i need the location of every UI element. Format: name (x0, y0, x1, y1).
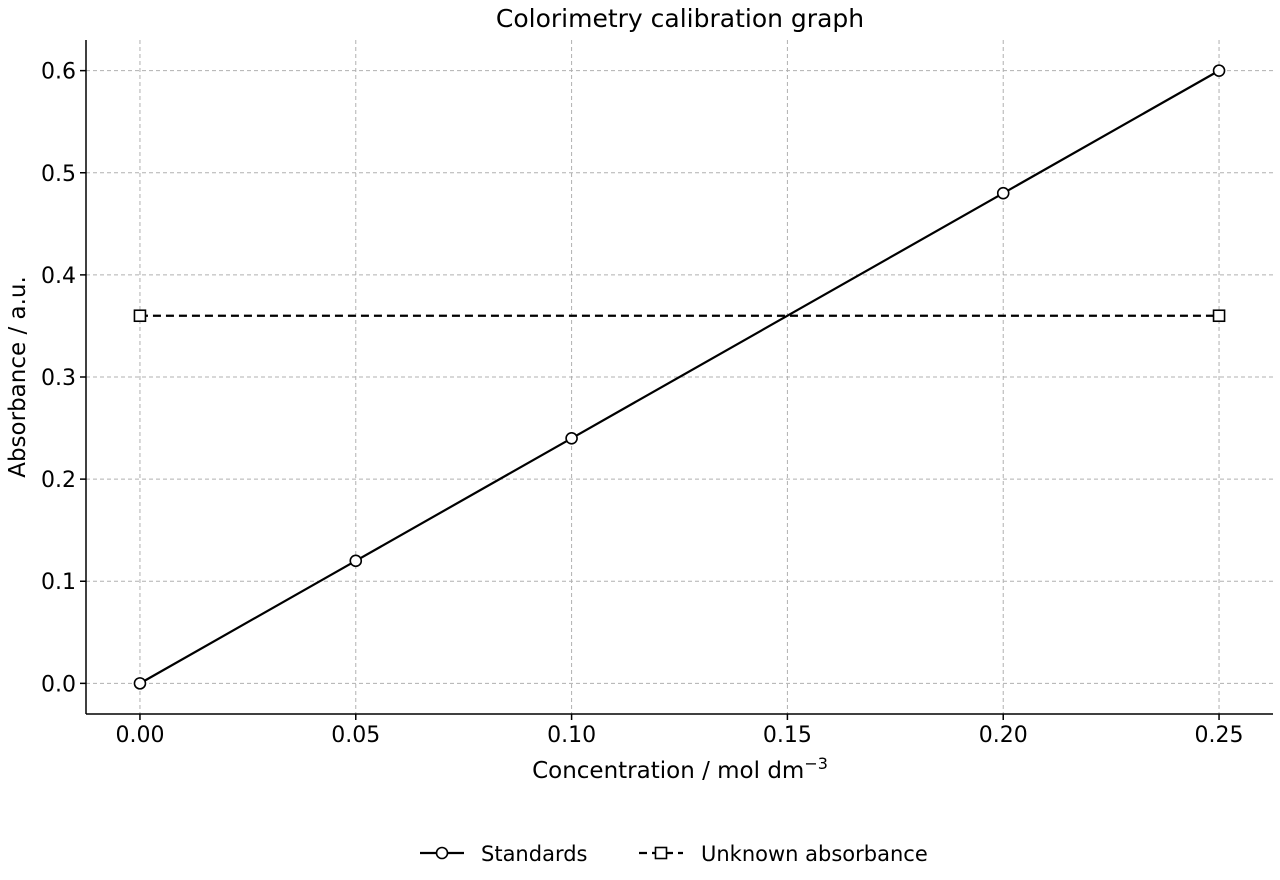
series (133, 64, 1226, 690)
y-tick-label: 0.3 (41, 366, 76, 391)
legend: Standards Unknown absorbance (420, 842, 928, 866)
y-tick-label: 0.2 (41, 468, 76, 493)
series-unknown-absorbance (133, 309, 1226, 323)
data-point (1212, 309, 1226, 323)
y-tick-label: 0.5 (41, 162, 76, 187)
y-tick-label: 0.0 (41, 672, 76, 697)
axes (80, 40, 1273, 720)
chart-title: Colorimetry calibration graph (496, 4, 864, 33)
x-axis-label-text: Concentration / mol dm (532, 758, 804, 784)
tick-labels: 0.00 0.05 0.10 0.15 0.20 0.25 0.0 0.1 0.2 0.3 0.4 0… (41, 60, 1244, 748)
legend-label: Standards (481, 842, 587, 866)
y-tick-label: 0.1 (41, 570, 76, 595)
data-point (133, 677, 147, 690)
x-tick-label: 0.10 (547, 723, 596, 748)
x-tick-label: 0.15 (763, 723, 812, 748)
legend-marker (654, 846, 668, 860)
data-point (1212, 64, 1226, 77)
series-standards (133, 64, 1226, 690)
x-tick-label: 0.05 (331, 723, 380, 748)
legend-marker (435, 846, 449, 860)
data-point (996, 186, 1010, 200)
x-tick-label: 0.25 (1195, 723, 1244, 748)
x-axis-label-superscript: −3 (804, 754, 828, 773)
x-tick-label: 0.00 (115, 723, 164, 748)
legend-label: Unknown absorbance (701, 842, 928, 866)
legend-entry: Standards (420, 842, 587, 866)
data-point (565, 431, 578, 445)
y-tick-label: 0.4 (41, 264, 76, 289)
x-tick-label: 0.20 (979, 723, 1028, 748)
data-point (133, 309, 147, 323)
series-line (139, 69, 1220, 685)
x-axis-label: Concentration / mol dm−3 (532, 754, 828, 784)
legend-entry: Unknown absorbance (639, 842, 928, 866)
grid (86, 40, 1273, 714)
data-point (349, 554, 363, 568)
y-axis-label: Absorbance / a.u. (5, 276, 31, 478)
y-tick-label: 0.6 (41, 60, 76, 85)
